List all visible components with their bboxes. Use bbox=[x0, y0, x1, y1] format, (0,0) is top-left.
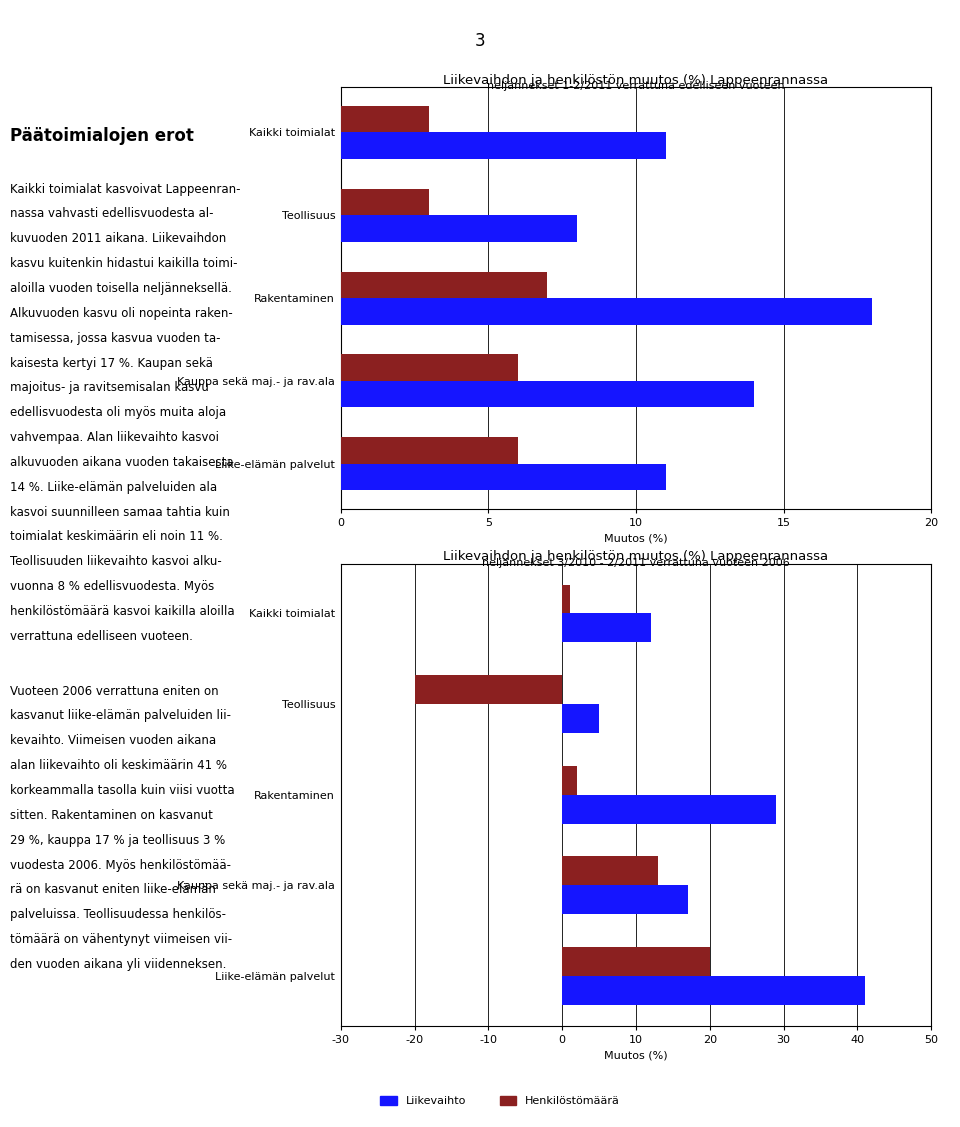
Text: 29 %, kauppa 17 % ja teollisuus 3 %: 29 %, kauppa 17 % ja teollisuus 3 % bbox=[10, 834, 225, 846]
Text: alkuvuoden aikana vuoden takaisesta: alkuvuoden aikana vuoden takaisesta bbox=[10, 456, 233, 469]
Bar bbox=[563, 976, 865, 1004]
Text: den vuoden aikana yli viidenneksen.: den vuoden aikana yli viidenneksen. bbox=[10, 958, 226, 970]
Title: Liikevaihdon ja henkilöstön muutos (%) Lappeenrannassa: Liikevaihdon ja henkilöstön muutos (%) L… bbox=[444, 73, 828, 87]
Text: alan liikevaihto oli keskimäärin 41 %: alan liikevaihto oli keskimäärin 41 % bbox=[10, 760, 227, 772]
Text: edellisvuodesta oli myös muita aloja: edellisvuodesta oli myös muita aloja bbox=[10, 406, 226, 419]
Bar bbox=[563, 704, 599, 733]
Bar bbox=[563, 857, 659, 885]
Text: verrattuna edelliseen vuoteen.: verrattuna edelliseen vuoteen. bbox=[10, 630, 192, 642]
Legend: Liikevaihto, Henkilöstömäärä: Liikevaihto, Henkilöstömäärä bbox=[376, 1091, 624, 1110]
Text: sitten. Rakentaminen on kasvanut: sitten. Rakentaminen on kasvanut bbox=[10, 809, 212, 822]
X-axis label: Muutos (%): Muutos (%) bbox=[604, 1050, 668, 1061]
Bar bbox=[341, 189, 429, 215]
Text: Alkuvuoden kasvu oli nopeinta raken-: Alkuvuoden kasvu oli nopeinta raken- bbox=[10, 307, 232, 320]
Bar bbox=[341, 272, 547, 298]
Text: kasvoi suunnilleen samaa tahtia kuin: kasvoi suunnilleen samaa tahtia kuin bbox=[10, 506, 229, 518]
Text: tamisessa, jossa kasvua vuoden ta-: tamisessa, jossa kasvua vuoden ta- bbox=[10, 331, 220, 345]
Text: kuvuoden 2011 aikana. Liikevaihdon: kuvuoden 2011 aikana. Liikevaihdon bbox=[10, 232, 226, 246]
Bar bbox=[341, 381, 754, 407]
Bar bbox=[341, 106, 429, 133]
Bar bbox=[415, 675, 563, 704]
Text: tömäärä on vähentynyt viimeisen vii-: tömäärä on vähentynyt viimeisen vii- bbox=[10, 933, 231, 946]
Title: Liikevaihdon ja henkilöstön muutos (%) Lappeenrannassa: Liikevaihdon ja henkilöstön muutos (%) L… bbox=[444, 550, 828, 564]
Bar bbox=[563, 885, 687, 914]
Text: Päätoimialojen erot: Päätoimialojen erot bbox=[10, 127, 194, 144]
X-axis label: Muutos (%): Muutos (%) bbox=[604, 534, 668, 544]
Bar bbox=[341, 437, 518, 463]
Text: vahvempaa. Alan liikevaihto kasvoi: vahvempaa. Alan liikevaihto kasvoi bbox=[10, 432, 219, 444]
Bar bbox=[341, 354, 518, 381]
Bar bbox=[341, 133, 665, 159]
Text: kasvu kuitenkin hidastui kaikilla toimi-: kasvu kuitenkin hidastui kaikilla toimi- bbox=[10, 257, 237, 270]
Bar bbox=[341, 298, 872, 325]
Text: toimialat keskimäärin eli noin 11 %.: toimialat keskimäärin eli noin 11 %. bbox=[10, 531, 223, 543]
Text: kaisesta kertyi 17 %. Kaupan sekä: kaisesta kertyi 17 %. Kaupan sekä bbox=[10, 356, 212, 370]
Bar bbox=[341, 463, 665, 490]
Text: korkeammalla tasolla kuin viisi vuotta: korkeammalla tasolla kuin viisi vuotta bbox=[10, 784, 234, 797]
Bar bbox=[563, 585, 569, 613]
Text: kasvanut liike-elämän palveluiden lii-: kasvanut liike-elämän palveluiden lii- bbox=[10, 709, 230, 722]
Legend: Liikevaihto, Henkilöstömäärä: Liikevaihto, Henkilöstömäärä bbox=[376, 574, 624, 594]
Text: 3: 3 bbox=[474, 32, 486, 50]
Text: rä on kasvanut eniten liike-elämän: rä on kasvanut eniten liike-elämän bbox=[10, 884, 215, 896]
Text: vuodesta 2006. Myös henkilöstömää-: vuodesta 2006. Myös henkilöstömää- bbox=[10, 859, 230, 871]
Bar bbox=[563, 795, 777, 824]
Bar bbox=[563, 765, 577, 795]
Text: kevaihto. Viimeisen vuoden aikana: kevaihto. Viimeisen vuoden aikana bbox=[10, 735, 216, 747]
Text: aloilla vuoden toisella neljänneksellä.: aloilla vuoden toisella neljänneksellä. bbox=[10, 282, 231, 295]
Text: neljännekset 1-2/2011 verrattuna edelliseen vuoteen: neljännekset 1-2/2011 verrattuna edellis… bbox=[487, 81, 785, 91]
Text: vuonna 8 % edellisvuodesta. Myös: vuonna 8 % edellisvuodesta. Myös bbox=[10, 580, 214, 593]
Text: nassa vahvasti edellisvuodesta al-: nassa vahvasti edellisvuodesta al- bbox=[10, 207, 213, 221]
Text: Kaikki toimialat kasvoivat Lappeenran-: Kaikki toimialat kasvoivat Lappeenran- bbox=[10, 183, 240, 196]
Bar bbox=[563, 613, 651, 642]
Text: majoitus- ja ravitsemisalan kasvu: majoitus- ja ravitsemisalan kasvu bbox=[10, 381, 208, 394]
Text: neljännekset 3/2010 - 2/2011 verrattuna vuoteen 2006: neljännekset 3/2010 - 2/2011 verrattuna … bbox=[482, 558, 790, 568]
Text: Vuoteen 2006 verrattuna eniten on: Vuoteen 2006 verrattuna eniten on bbox=[10, 684, 218, 698]
Bar bbox=[563, 947, 709, 976]
Text: 14 %. Liike-elämän palveluiden ala: 14 %. Liike-elämän palveluiden ala bbox=[10, 481, 217, 494]
Bar bbox=[341, 215, 577, 242]
Text: Teollisuuden liikevaihto kasvoi alku-: Teollisuuden liikevaihto kasvoi alku- bbox=[10, 556, 222, 568]
Text: palveluissa. Teollisuudessa henkilös-: palveluissa. Teollisuudessa henkilös- bbox=[10, 908, 226, 921]
Text: henkilöstömäärä kasvoi kaikilla aloilla: henkilöstömäärä kasvoi kaikilla aloilla bbox=[10, 605, 234, 618]
